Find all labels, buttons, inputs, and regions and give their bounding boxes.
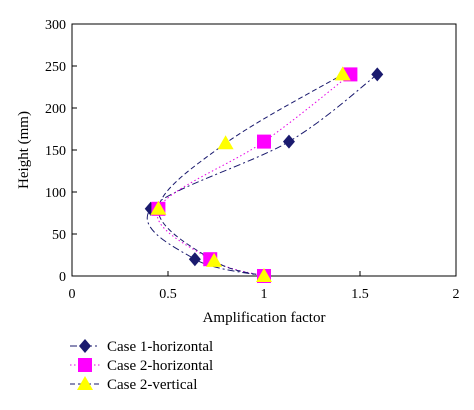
x-tick-label: 2: [453, 287, 460, 302]
series-2-point: [257, 134, 271, 149]
series-3-point: [150, 200, 167, 215]
y-tick-label: 250: [45, 60, 66, 75]
legend-marker: [77, 376, 93, 390]
series-curve-3: [157, 73, 343, 277]
legend-marker: [79, 339, 91, 353]
plot-frame: [71, 23, 457, 277]
series-curves: [146, 73, 378, 277]
plot-area: [71, 23, 457, 277]
series-3-point: [334, 66, 351, 81]
y-tick-label: 50: [52, 228, 66, 243]
series-curve-1: [146, 74, 378, 277]
legend-marker: [78, 358, 92, 372]
series-1-point: [188, 252, 201, 267]
series-markers: [144, 66, 384, 283]
series-1-point: [371, 67, 384, 82]
x-tick-label: 1.5: [351, 287, 369, 302]
x-tick-label: 0: [69, 287, 76, 302]
series-curve-2: [156, 74, 351, 277]
series-1-point: [282, 134, 295, 149]
y-axis-label: Height (mm): [16, 111, 32, 189]
y-tick-label: 200: [45, 102, 66, 117]
x-tick-label: 1: [261, 287, 268, 302]
legend-label: Case 2-horizontal: [107, 358, 213, 374]
legend: Case 1-horizontal Case 2-horizontal Case 2…: [70, 339, 213, 393]
y-tick-label: 100: [45, 186, 66, 201]
x-tick-label: 0.5: [159, 287, 177, 302]
y-tick-label: 0: [59, 270, 66, 285]
y-tick-label: 150: [45, 144, 66, 159]
axis-ticks: 0 0.5 1 1.5 2 0 50 100 150 200 250 300: [45, 18, 460, 302]
legend-label: Case 1-horizontal: [107, 339, 213, 355]
x-axis-label: Amplification factor: [203, 310, 326, 326]
y-tick-label: 300: [45, 18, 66, 33]
series-3-point: [256, 268, 272, 282]
legend-label: Case 2-vertical: [107, 377, 197, 393]
series-3-point: [206, 252, 223, 267]
series-3-point: [217, 135, 234, 150]
